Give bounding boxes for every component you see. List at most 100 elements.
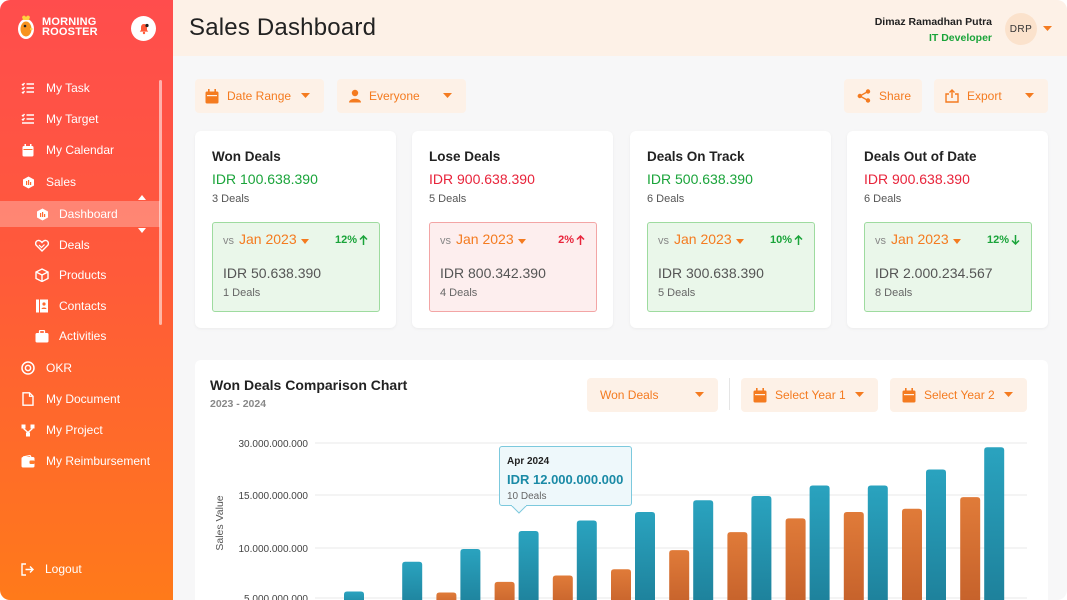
share-icon [857,89,871,103]
card-deals: 5 Deals [429,193,467,205]
bar-2023-nov[interactable] [902,508,922,600]
bar-2024-sep[interactable] [809,485,830,600]
sidebar-item-my-project[interactable]: My Project [0,417,160,443]
percentage-value: 12% [986,234,1009,246]
sidebar-item-sales[interactable]: Sales [0,169,160,195]
sidebar-item-my-calendar[interactable]: My Calendar [0,137,160,163]
date-range-dropdown[interactable]: Date Range [195,79,324,113]
chart-type-dropdown[interactable]: Won Deals [587,378,718,412]
bell-icon [139,23,149,34]
bar-2024-nov[interactable] [926,469,946,600]
bar-2024-may[interactable] [576,520,597,600]
percentage-value: 10% [769,234,792,246]
everyone-dropdown[interactable]: Everyone [337,79,466,113]
chevron-down-icon[interactable] [1043,26,1052,32]
sidebar-item-label: My Reimbursement [46,454,151,468]
logout-button[interactable]: Logout [21,562,82,576]
comparison-percentage: 2% [558,234,585,246]
bar-2024-jun[interactable] [635,511,655,600]
bar-2024-aug[interactable] [751,496,772,600]
card-value: IDR 900.638.390 [864,171,970,187]
bar-2023-sep[interactable] [785,518,806,600]
chevron-down-icon [695,392,704,397]
sidebar-item-contacts[interactable]: Contacts [0,293,160,319]
card-title: Won Deals [212,149,281,164]
arrow-up-icon [576,235,585,245]
avatar[interactable]: DRP [1005,13,1037,45]
card-value: IDR 100.638.390 [212,171,318,187]
box-icon [35,268,49,282]
user-info[interactable]: Dimaz Ramadhan Putra IT Developer [875,16,992,44]
sidebar-item-label: Contacts [59,299,107,313]
bar-2024-jul[interactable] [693,500,714,600]
sidebar-item-my-document[interactable]: My Document [0,386,160,412]
comparison-period-dropdown[interactable]: vs Jan 2023 [440,231,526,247]
sidebar-item-label: Dashboard [59,207,118,221]
user-icon [349,89,361,103]
comparison-percentage: 12% [987,234,1020,246]
user-name: Dimaz Ramadhan Putra [874,16,992,28]
bar-2023-dec[interactable] [960,497,981,600]
sidebar-item-dashboard[interactable]: Dashboard [0,201,160,227]
vs-label: vs [440,235,451,247]
y-tick-label: 15.000.000.000 [238,491,308,502]
sidebar-item-my-task[interactable]: My Task [0,75,160,101]
comparison-period-dropdown[interactable]: vs Jan 2023 [875,231,961,247]
sidebar-item-label: My Document [46,392,121,406]
bar-2023-jul[interactable] [669,550,690,600]
bar-2023-may[interactable] [552,575,573,600]
bar-2023-jun[interactable] [611,569,631,600]
deals-out-of-date-card[interactable]: Deals Out of Date IDR 900.638.390 6 Deal… [847,131,1048,328]
export-dropdown[interactable]: Export [934,79,1048,113]
bar-2024-mar[interactable] [460,549,481,600]
logout-icon [21,562,34,576]
bar-2024-jan[interactable] [344,591,364,600]
chart-title: Won Deals Comparison Chart [210,377,408,393]
bar-2024-feb[interactable] [402,561,423,600]
won-deals-card[interactable]: Won Deals IDR 100.638.390 3 Deals vs Jan… [195,131,396,328]
sidebar-item-my-target[interactable]: My Target [0,106,160,132]
sidebar-item-deals[interactable]: Deals [0,232,160,258]
card-deals: 6 Deals [864,193,902,205]
select-year-1-dropdown[interactable]: Select Year 1 [741,378,878,412]
chart-tooltip: Apr 2024 IDR 12.000.000.000 10 Deals [499,446,632,506]
notification-button[interactable] [131,16,156,41]
logout-label: Logout [45,562,82,576]
sidebar-item-activities[interactable]: Activities [0,323,160,349]
share-button[interactable]: Share [844,79,922,113]
page-title: Sales Dashboard [189,14,377,41]
bar-2024-oct[interactable] [867,485,888,600]
select-year-2-dropdown[interactable]: Select Year 2 [890,378,1027,412]
tooltip-value: IDR 12.000.000.000 [507,472,624,487]
comparison-period-dropdown[interactable]: vs Jan 2023 [658,231,744,247]
brand-logo[interactable]: MORNING ROOSTER [16,14,98,40]
bar-2023-aug[interactable] [727,532,748,600]
chevron-down-icon [1004,392,1013,397]
card-value: IDR 500.638.390 [647,171,753,187]
bar-2024-apr[interactable] [518,531,539,600]
sidebar-item-okr[interactable]: OKR [0,355,160,381]
select-year-1-label: Select Year 1 [775,388,846,402]
sidebar-item-products[interactable]: Products [0,262,160,288]
comparison-deals: 5 Deals [658,287,696,299]
comparison-box: vs Jan 2023 12% IDR 2.000.234.567 8 Deal… [864,222,1032,312]
bar-2023-oct[interactable] [843,511,864,600]
bar-2024-dec[interactable] [984,447,1005,600]
bar-2023-apr[interactable] [494,581,515,600]
sales-collapse-toggle[interactable] [137,195,147,233]
sidebar-item-label: OKR [46,361,73,375]
sidebar-scrollbar[interactable] [159,80,162,325]
calendar-icon [902,387,916,402]
deals-on-track-card[interactable]: Deals On Track IDR 500.638.390 6 Deals v… [630,131,831,328]
sidebar-item-label: My Task [46,81,90,95]
sidebar-item-my-reimbursement[interactable]: My Reimbursement [0,448,160,474]
share-label: Share [879,89,912,103]
brand-line-2: ROOSTER [42,26,98,38]
lose-deals-card[interactable]: Lose Deals IDR 900.638.390 5 Deals vs Ja… [412,131,613,328]
bar-2023-mar[interactable] [436,592,457,600]
tooltip-month: Apr 2024 [507,456,550,467]
comparison-period-dropdown[interactable]: vs Jan 2023 [223,231,309,247]
vs-label: vs [223,235,234,247]
comparison-value: IDR 800.342.390 [440,265,546,281]
card-title: Deals Out of Date [864,149,977,164]
